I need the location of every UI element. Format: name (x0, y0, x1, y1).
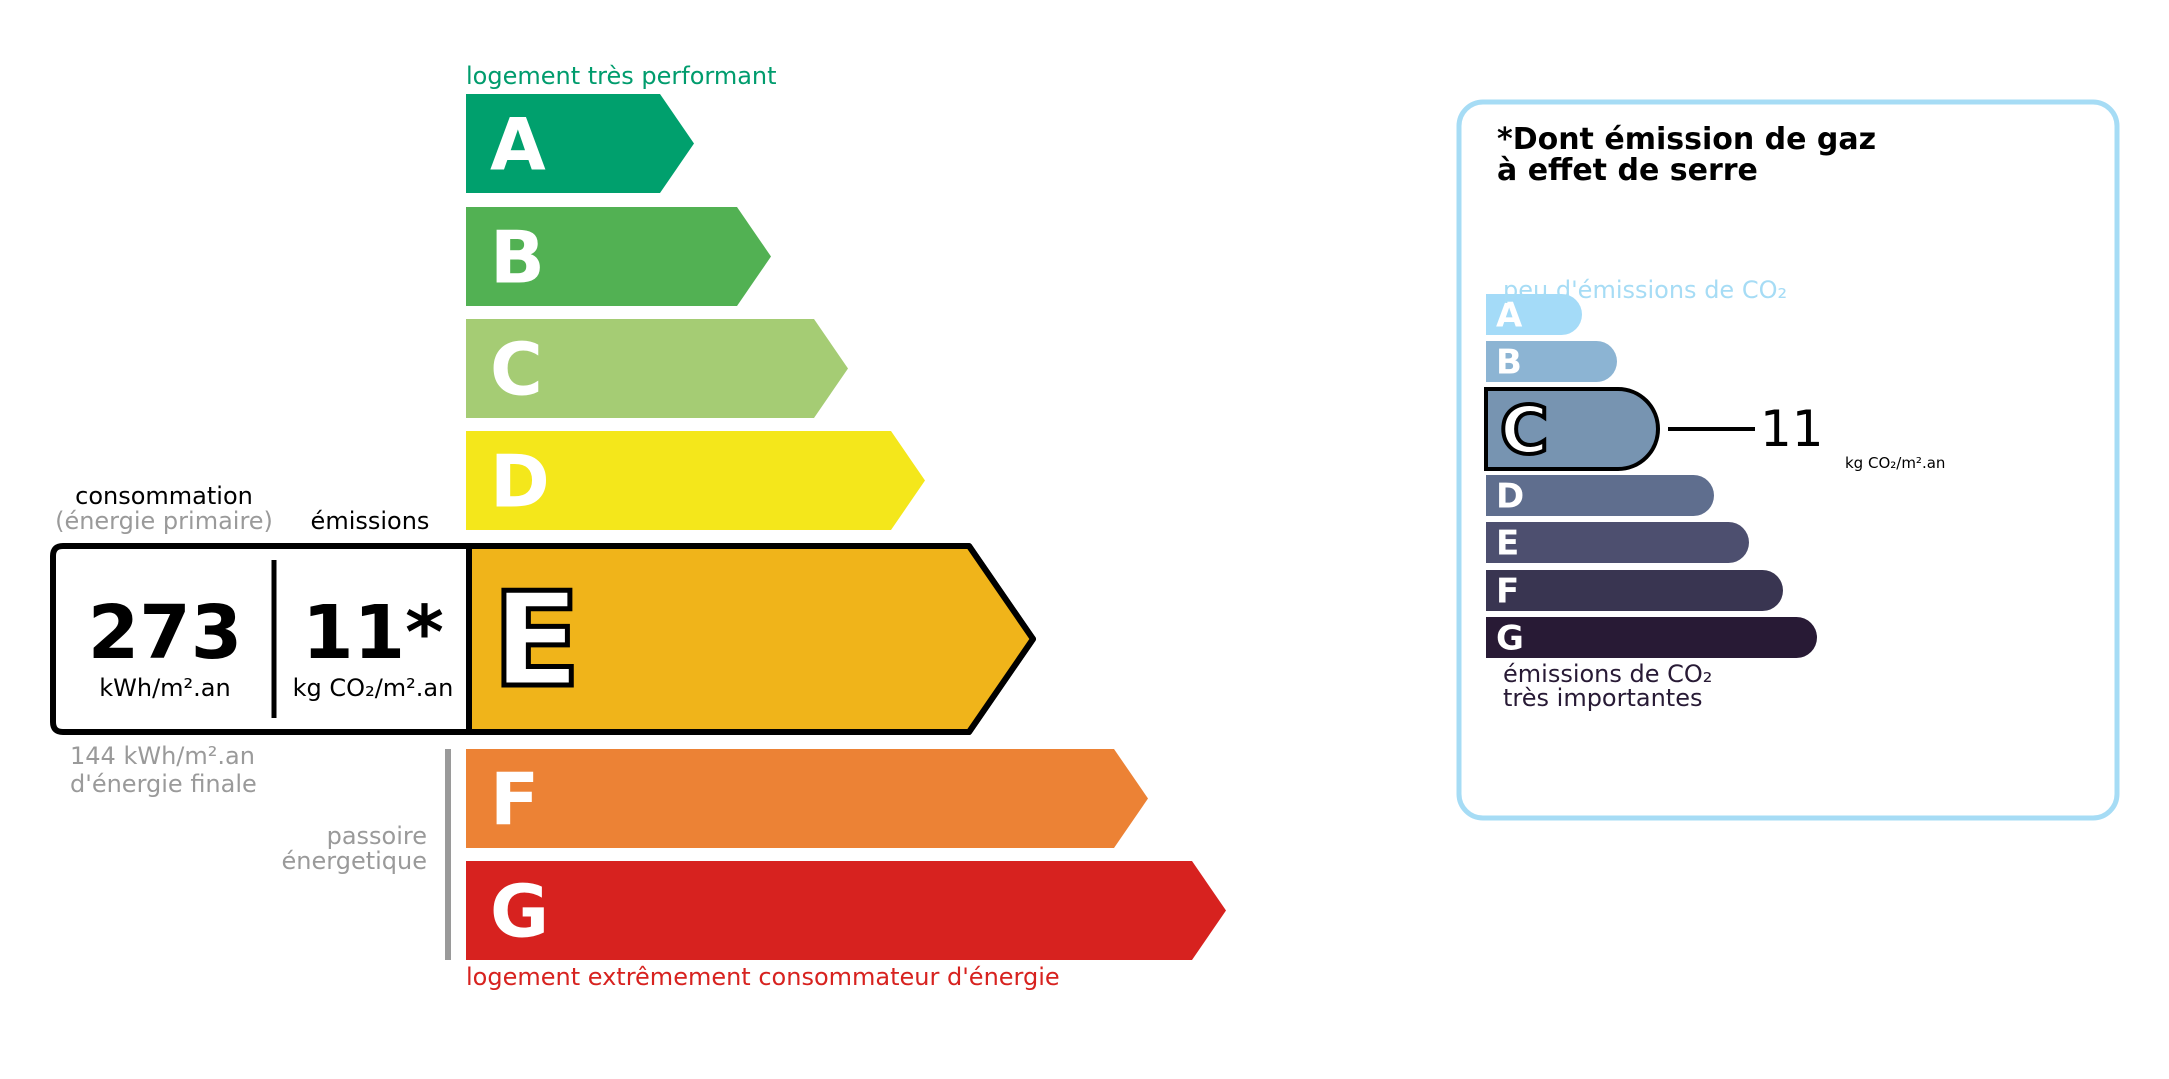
ges-panel-border (1456, 99, 2120, 821)
energy-letter-a: A (490, 103, 546, 187)
energy-letter-g: G (490, 870, 549, 954)
consumption-value: 273 (87, 590, 243, 676)
ges-title-line2: à effet de serre (1497, 153, 1758, 188)
ges-unit: kg CO₂/m².an (1845, 454, 1946, 472)
ges-letter-c: C (1500, 392, 1548, 469)
energy-letter-c: C (490, 328, 543, 412)
ges-value: 11 (1760, 400, 1824, 458)
energy-letter-e: E (492, 564, 581, 716)
ges-top-label: peu d'émissions de CO₂ (1503, 276, 1788, 304)
energy-bar-e (466, 543, 1036, 735)
energy-bar-d (466, 431, 925, 530)
energy-bar-a (466, 94, 694, 193)
energy-bar-b (466, 207, 771, 306)
energy-bar-g (466, 861, 1226, 960)
emissions-unit: kg CO₂/m².an (292, 674, 454, 702)
energy-bar-f (466, 749, 1148, 848)
ges-bottom-label-2: très importantes (1503, 684, 1703, 712)
consumption-unit: kWh/m².an (99, 674, 231, 702)
ges-bottom-label-1: émissions de CO₂ (1503, 660, 1713, 688)
ges-letter-a: A (1496, 296, 1523, 336)
energy-letter-b: B (490, 216, 545, 300)
emissions-label: émissions (310, 507, 430, 535)
energy-top-label: logement très performant (466, 62, 777, 90)
ges-letter-f: F (1496, 572, 1519, 612)
emissions-value: 11* (302, 590, 444, 676)
final-energy-value: 144 kWh/m².an (70, 742, 255, 770)
ges-letter-g: G (1496, 619, 1524, 659)
ges-bar-b (1486, 341, 1617, 382)
ges-bar-d (1486, 474, 1714, 516)
final-energy-label: d'énergie finale (70, 770, 257, 798)
ges-letter-d: D (1496, 477, 1524, 517)
consumption-label: consommation (75, 482, 253, 510)
consumption-sublabel: (énergie primaire) (55, 507, 273, 535)
energy-letter-d: D (490, 440, 550, 524)
energy-letter-f: F (490, 758, 539, 842)
ges-bar-e (1486, 522, 1749, 563)
passoire-label-1: passoire (326, 822, 427, 850)
energy-bar-c (466, 319, 848, 418)
ges-letter-b: B (1496, 343, 1522, 383)
ges-title-line1: *Dont émission de gaz (1497, 122, 1877, 157)
ges-bar-c (1484, 387, 1660, 471)
passoire-label-2: énergetique (281, 847, 427, 875)
energy-bottom-label: logement extrêmement consommateur d'éner… (466, 963, 1060, 991)
ges-bar-f (1486, 570, 1783, 611)
ges-letter-e: E (1496, 524, 1519, 564)
ges-bar-g (1486, 617, 1817, 658)
passoire-bar (445, 749, 451, 960)
ges-bar-a (1486, 294, 1582, 335)
